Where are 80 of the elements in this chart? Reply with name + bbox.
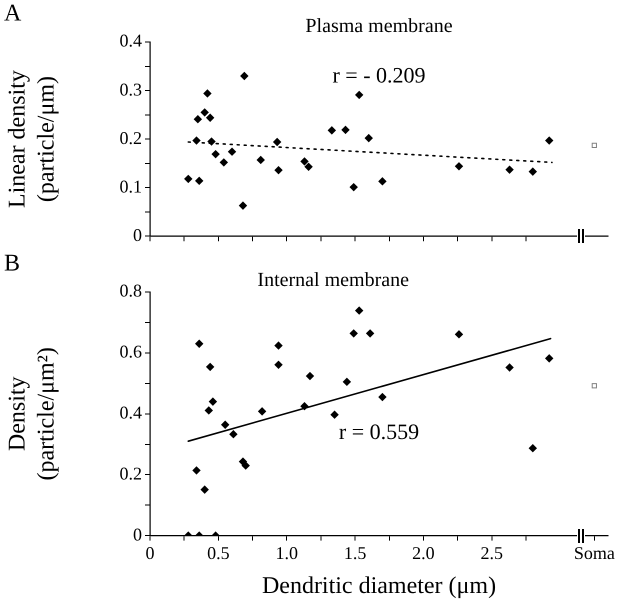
point: [350, 329, 358, 338]
point: [228, 148, 236, 156]
point: [592, 142, 597, 148]
point: [545, 136, 554, 145]
text: B: [4, 250, 20, 276]
point: [208, 398, 217, 406]
text: A: [4, 0, 22, 26]
point: [545, 354, 554, 362]
point: [355, 90, 364, 99]
x-axis-title: Dendritic diameter (μm): [262, 572, 496, 599]
x-tick-label: 0: [146, 543, 154, 564]
point: [454, 330, 463, 338]
annotation: r = 0.559: [338, 419, 420, 444]
annotation: r = - 0.209: [332, 62, 426, 88]
point: [256, 156, 265, 164]
point: [192, 136, 200, 145]
chart-title: Plasma membrane: [305, 15, 453, 37]
x-tick-label: 1.0: [275, 543, 298, 564]
point: [454, 162, 463, 170]
point: [378, 177, 386, 186]
point: [212, 150, 220, 158]
y-tick-label: 0.1: [120, 176, 142, 196]
y-tick-label: 0.3: [120, 79, 142, 100]
point: [192, 466, 200, 474]
x-tick-label: 1.5: [344, 543, 366, 564]
point: [208, 138, 216, 146]
point: [342, 378, 351, 386]
y-axis-title: Linear density (particle/μm): [4, 70, 60, 208]
point: [274, 360, 283, 369]
point: [184, 174, 192, 183]
y-tick-label: 0.4: [120, 402, 142, 423]
y-tick-label: 0.4: [120, 30, 142, 51]
y-tick-label: 0: [133, 524, 142, 544]
point: [273, 138, 282, 146]
y-tick-label: 0.2: [120, 463, 142, 484]
point: [304, 162, 313, 171]
point: [330, 410, 339, 419]
x-tick-label: 2.0: [412, 543, 435, 564]
x-tick-label: 2.5: [480, 543, 504, 564]
point: [195, 176, 204, 185]
y-tick-label: 0: [133, 224, 142, 245]
point: [364, 134, 373, 142]
point: [206, 114, 214, 122]
point: [200, 108, 209, 116]
point: [200, 486, 209, 494]
point: [221, 420, 230, 429]
point: [592, 383, 597, 388]
chart-title: Internal membrane: [257, 269, 410, 291]
y-tick-label: 0.2: [120, 128, 142, 148]
point: [240, 72, 248, 80]
point: [204, 406, 213, 414]
x-tick-label: Soma: [574, 543, 615, 564]
point: [300, 157, 308, 166]
point: [350, 183, 358, 192]
point: [206, 362, 214, 371]
point: [274, 342, 283, 350]
point: [274, 166, 283, 174]
point: [220, 158, 228, 166]
point: [328, 126, 336, 134]
point: [306, 372, 314, 380]
y-tick-label: 0.6: [120, 342, 142, 362]
point: [242, 462, 250, 470]
point: [355, 306, 364, 315]
point: [342, 126, 350, 134]
x-tick-label: 0.5: [207, 543, 230, 564]
y-tick-label: 0.8: [120, 280, 142, 301]
point: [194, 115, 202, 124]
point: [238, 202, 247, 210]
point: [258, 407, 266, 416]
point: [506, 364, 514, 372]
point: [378, 393, 386, 402]
point: [366, 329, 374, 338]
point: [203, 89, 212, 98]
point: [506, 166, 514, 174]
point: [528, 444, 537, 452]
point: [195, 340, 204, 348]
point: [528, 168, 537, 176]
point: [300, 402, 308, 410]
point: [229, 430, 238, 438]
y-axis-title: Density (particle/μm²): [4, 347, 60, 480]
